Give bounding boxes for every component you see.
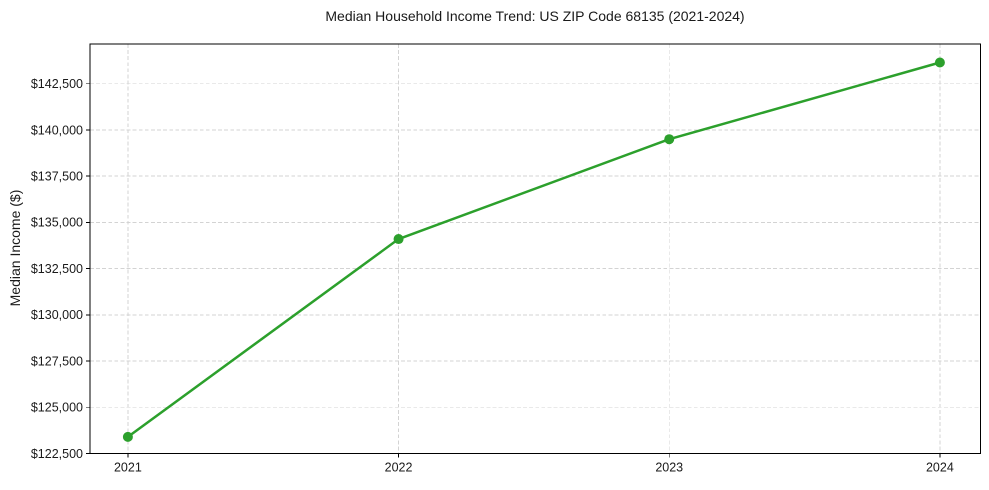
series-line: [126, 61, 942, 439]
data-point-2023: [664, 134, 675, 145]
x-tick-label: 2024: [926, 461, 954, 475]
y-tick-label: $135,000: [31, 216, 83, 230]
chart-title: Median Household Income Trend: US ZIP Co…: [325, 8, 745, 24]
data-point-2022: [393, 234, 404, 245]
x-tick-label: 2021: [114, 461, 142, 475]
x-tick-label: 2023: [655, 461, 683, 475]
y-tick-label: $125,000: [31, 401, 83, 415]
y-tick-label: $140,000: [31, 123, 83, 137]
x-tick-label: 2022: [385, 461, 413, 475]
y-tick-label: $127,500: [31, 354, 83, 368]
y-tick-label: $132,500: [31, 262, 83, 276]
y-tick-label: $122,500: [31, 447, 83, 461]
data-point-2024: [934, 57, 945, 68]
plot-border: [89, 43, 981, 454]
y-tick-label: $137,500: [31, 169, 83, 183]
y-tick-label: $142,500: [31, 77, 83, 91]
data-point-2021: [122, 431, 133, 442]
grid-layer: [90, 44, 981, 454]
y-tick-label: $130,000: [31, 308, 83, 322]
series-median-household-income: [122, 57, 945, 442]
axes-layer: $122,500 $125,000 $127,500 $130,000 $132,500…: [31, 43, 981, 475]
